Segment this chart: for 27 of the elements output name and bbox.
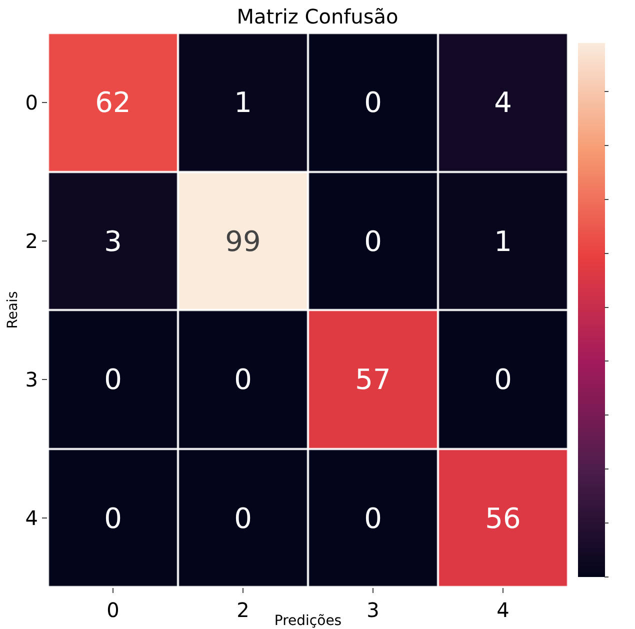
data-label: 0 (494, 362, 512, 396)
y-tick-label: 2 (25, 228, 38, 253)
data-label: 3 (104, 224, 122, 258)
data-label: 62 (95, 86, 131, 119)
data-label: 0 (104, 362, 122, 396)
data-label: 0 (234, 362, 252, 396)
x-tick-label: 3 (366, 598, 380, 622)
y-tick-label: 3 (25, 367, 38, 392)
x-tick-label: 2 (236, 598, 250, 622)
y-tick-label: 0 (25, 90, 38, 114)
data-label: 0 (104, 502, 122, 535)
x-tick-label: 4 (496, 598, 510, 622)
y-axis-title: Reais (4, 291, 21, 329)
data-label: 0 (364, 86, 382, 119)
data-label: 57 (355, 362, 391, 396)
y-tick-label: 4 (25, 506, 38, 530)
data-label: 1 (234, 86, 252, 119)
data-label: 0 (364, 502, 382, 535)
x-axis-title: Predições (274, 613, 342, 629)
data-label: 1 (494, 224, 512, 258)
chart-title: Matriz Confusão (236, 4, 398, 28)
data-label: 0 (234, 502, 252, 535)
data-label: 99 (225, 224, 261, 258)
x-tick-label: 0 (106, 598, 120, 622)
data-label: 56 (485, 502, 521, 535)
data-label: 4 (494, 86, 512, 119)
data-label: 0 (364, 224, 382, 258)
